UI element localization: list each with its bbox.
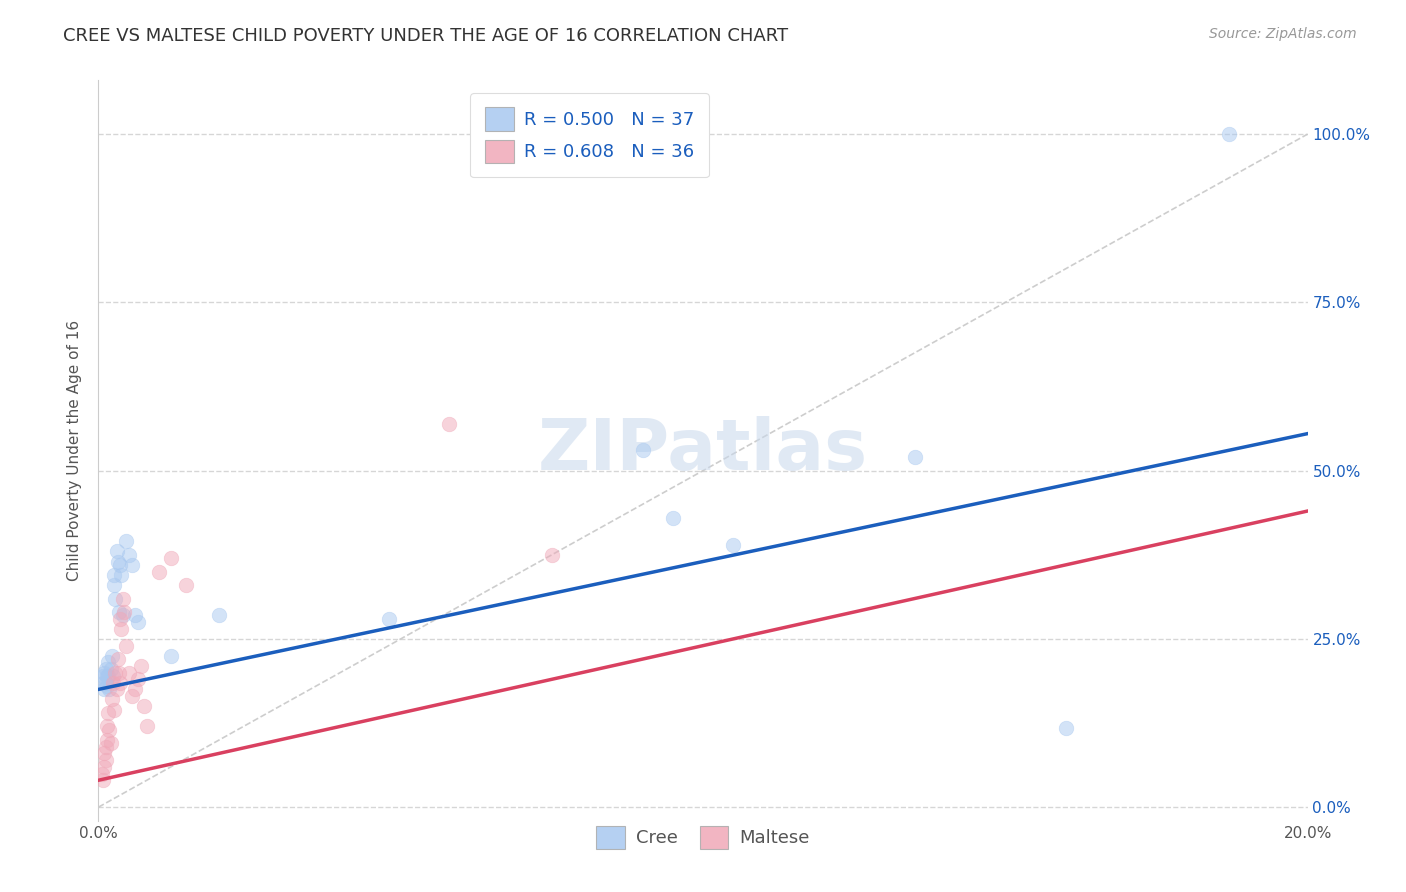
Point xyxy=(1054,721,1077,735)
Point xyxy=(132,699,155,714)
Point xyxy=(100,692,122,706)
Point xyxy=(160,551,183,566)
Point xyxy=(904,450,927,465)
Point xyxy=(108,675,131,690)
Point xyxy=(661,510,683,524)
Point xyxy=(174,578,197,592)
Point xyxy=(160,648,183,663)
Point xyxy=(100,648,122,663)
Point xyxy=(631,443,654,458)
Point xyxy=(108,605,131,619)
Point xyxy=(96,669,118,683)
Point xyxy=(121,558,143,572)
Point xyxy=(101,669,124,683)
Point xyxy=(437,417,460,431)
Text: CREE VS MALTESE CHILD POVERTY UNDER THE AGE OF 16 CORRELATION CHART: CREE VS MALTESE CHILD POVERTY UNDER THE … xyxy=(63,27,789,45)
Point xyxy=(98,723,121,737)
Point xyxy=(108,665,131,680)
Point xyxy=(96,679,118,693)
Point xyxy=(208,608,231,623)
Point xyxy=(91,766,114,780)
Point xyxy=(100,662,122,676)
Point xyxy=(93,760,115,774)
Point xyxy=(93,747,115,761)
Point xyxy=(107,554,129,569)
Point xyxy=(111,591,134,606)
Point xyxy=(121,689,143,703)
Text: ZIPatlas: ZIPatlas xyxy=(538,416,868,485)
Point xyxy=(105,544,128,558)
Point xyxy=(127,615,149,629)
Point xyxy=(97,706,120,720)
Y-axis label: Child Poverty Under the Age of 16: Child Poverty Under the Age of 16 xyxy=(67,320,83,581)
Point xyxy=(98,682,121,697)
Point xyxy=(96,719,118,733)
Point xyxy=(118,548,141,562)
Point xyxy=(118,665,141,680)
Point xyxy=(97,656,120,670)
Point xyxy=(93,665,115,680)
Point xyxy=(104,665,127,680)
Point xyxy=(111,608,134,623)
Point xyxy=(107,652,129,666)
Point xyxy=(114,534,136,549)
Point xyxy=(100,736,122,750)
Point xyxy=(97,669,120,683)
Point xyxy=(101,675,124,690)
Point xyxy=(108,558,131,572)
Point xyxy=(91,773,114,788)
Legend: Cree, Maltese: Cree, Maltese xyxy=(589,818,817,856)
Point xyxy=(1218,127,1240,141)
Point xyxy=(94,753,117,767)
Point xyxy=(103,568,125,582)
Point xyxy=(114,639,136,653)
Point xyxy=(124,608,146,623)
Point xyxy=(129,658,152,673)
Point xyxy=(93,682,115,697)
Point xyxy=(103,703,125,717)
Point xyxy=(91,669,114,683)
Point xyxy=(91,675,114,690)
Point xyxy=(127,673,149,687)
Point xyxy=(103,578,125,592)
Point xyxy=(108,612,131,626)
Point xyxy=(110,568,132,582)
Point xyxy=(94,675,117,690)
Point xyxy=(135,719,157,733)
Point xyxy=(94,739,117,754)
Point xyxy=(124,682,146,697)
Text: Source: ZipAtlas.com: Source: ZipAtlas.com xyxy=(1209,27,1357,41)
Point xyxy=(96,732,118,747)
Point xyxy=(104,591,127,606)
Point xyxy=(112,605,135,619)
Point xyxy=(110,622,132,636)
Point xyxy=(540,548,562,562)
Point xyxy=(94,662,117,676)
Point xyxy=(377,612,399,626)
Point xyxy=(723,538,745,552)
Point xyxy=(105,682,128,697)
Point xyxy=(148,565,170,579)
